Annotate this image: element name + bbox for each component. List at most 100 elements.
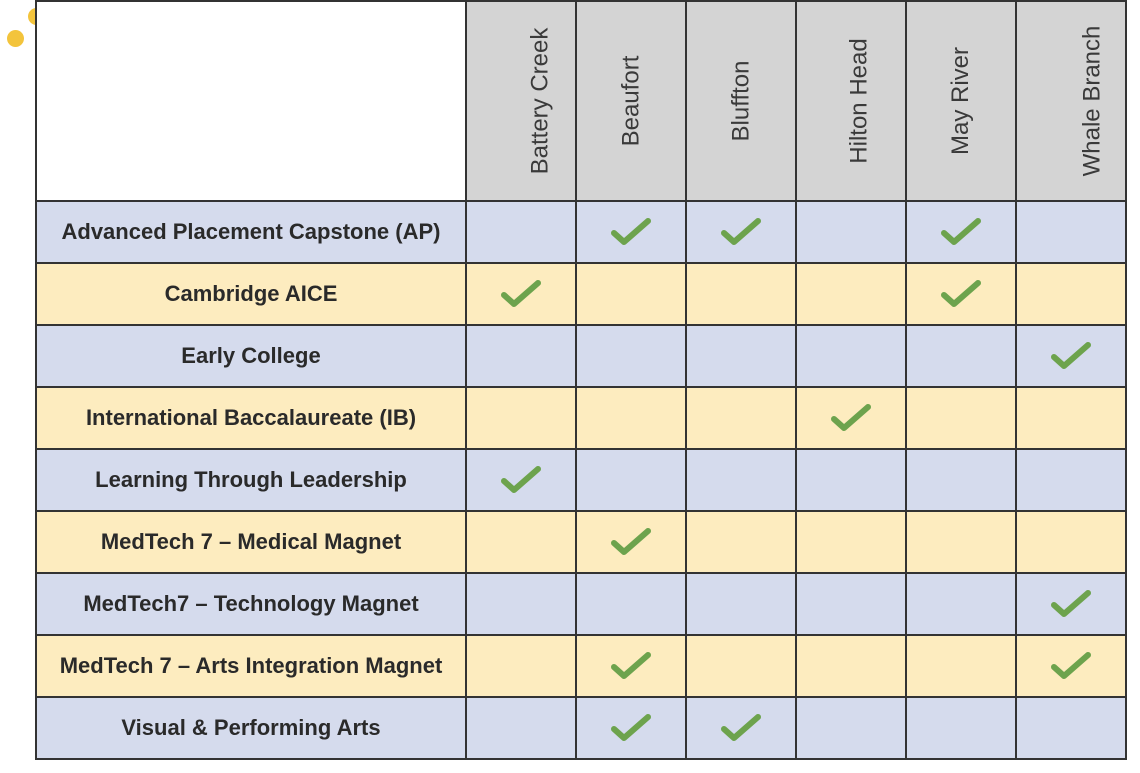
dot	[7, 30, 24, 47]
check-icon	[687, 713, 795, 743]
check-icon	[797, 403, 905, 433]
availability-cell	[1016, 325, 1126, 387]
availability-cell	[796, 263, 906, 325]
availability-cell	[686, 573, 796, 635]
table-row: Visual & Performing Arts	[36, 697, 1126, 759]
table-row: MedTech 7 – Medical Magnet	[36, 511, 1126, 573]
check-icon	[467, 279, 575, 309]
availability-cell	[686, 697, 796, 759]
availability-cell	[796, 697, 906, 759]
table-header-row: Battery Creek Beaufort Bluffton Hilton Head…	[36, 1, 1126, 201]
table-row: Early College	[36, 325, 1126, 387]
availability-cell	[906, 573, 1016, 635]
availability-cell	[466, 449, 576, 511]
availability-cell	[576, 573, 686, 635]
check-icon	[907, 217, 1015, 247]
availability-cell	[796, 325, 906, 387]
check-icon	[907, 279, 1015, 309]
check-icon	[687, 217, 795, 247]
check-icon	[577, 651, 685, 681]
availability-cell	[906, 697, 1016, 759]
availability-cell	[466, 263, 576, 325]
column-header-label: Bluffton	[727, 61, 755, 142]
availability-cell	[576, 697, 686, 759]
availability-cell	[576, 201, 686, 263]
availability-cell	[796, 387, 906, 449]
availability-cell	[686, 263, 796, 325]
availability-cell	[796, 449, 906, 511]
table-corner-blank	[36, 1, 466, 201]
availability-cell	[906, 635, 1016, 697]
availability-cell	[686, 635, 796, 697]
column-header-label: May River	[947, 47, 975, 155]
availability-cell	[466, 697, 576, 759]
availability-cell	[796, 573, 906, 635]
check-icon	[1017, 589, 1125, 619]
check-icon	[577, 527, 685, 557]
row-label: Learning Through Leadership	[36, 449, 466, 511]
availability-cell	[906, 511, 1016, 573]
availability-cell	[576, 387, 686, 449]
availability-cell	[576, 449, 686, 511]
row-label: MedTech 7 – Arts Integration Magnet	[36, 635, 466, 697]
row-label: MedTech 7 – Medical Magnet	[36, 511, 466, 573]
availability-cell	[796, 201, 906, 263]
check-icon	[467, 465, 575, 495]
availability-cell	[1016, 201, 1126, 263]
availability-cell	[906, 325, 1016, 387]
table-row: Cambridge AICE	[36, 263, 1126, 325]
availability-cell	[1016, 697, 1126, 759]
table-row: MedTech 7 – Arts Integration Magnet	[36, 635, 1126, 697]
row-label: Advanced Placement Capstone (AP)	[36, 201, 466, 263]
availability-cell	[466, 635, 576, 697]
availability-cell	[576, 263, 686, 325]
column-header: Bluffton	[686, 1, 796, 201]
availability-cell	[906, 449, 1016, 511]
availability-cell	[906, 201, 1016, 263]
availability-cell	[1016, 635, 1126, 697]
check-icon	[577, 217, 685, 247]
row-label: Visual & Performing Arts	[36, 697, 466, 759]
availability-cell	[906, 387, 1016, 449]
check-icon	[1017, 651, 1125, 681]
column-header-label: Whale Branch	[1078, 26, 1106, 177]
table-body: Advanced Placement Capstone (AP)Cambridg…	[36, 201, 1126, 759]
row-label: International Baccalaureate (IB)	[36, 387, 466, 449]
column-header: Battery Creek	[466, 1, 576, 201]
table-row: Learning Through Leadership	[36, 449, 1126, 511]
column-header-label: Hilton Head	[846, 38, 874, 163]
availability-cell	[576, 511, 686, 573]
table-row: International Baccalaureate (IB)	[36, 387, 1126, 449]
row-label: MedTech7 – Technology Magnet	[36, 573, 466, 635]
availability-cell	[1016, 387, 1126, 449]
availability-cell	[1016, 511, 1126, 573]
table-row: MedTech7 – Technology Magnet	[36, 573, 1126, 635]
column-header: May River	[906, 1, 1016, 201]
availability-cell	[466, 573, 576, 635]
availability-cell	[1016, 449, 1126, 511]
availability-cell	[576, 325, 686, 387]
availability-cell	[686, 387, 796, 449]
availability-cell	[796, 635, 906, 697]
availability-cell	[466, 325, 576, 387]
availability-cell	[1016, 263, 1126, 325]
row-label: Early College	[36, 325, 466, 387]
table-row: Advanced Placement Capstone (AP)	[36, 201, 1126, 263]
program-availability-table: Battery Creek Beaufort Bluffton Hilton Head…	[35, 0, 1127, 760]
availability-cell	[796, 511, 906, 573]
availability-cell	[466, 387, 576, 449]
availability-cell	[466, 201, 576, 263]
availability-cell	[686, 449, 796, 511]
column-header: Hilton Head	[796, 1, 906, 201]
column-header-label: Beaufort	[617, 56, 645, 147]
availability-cell	[576, 635, 686, 697]
availability-cell	[686, 325, 796, 387]
column-header: Whale Branch	[1016, 1, 1126, 201]
row-label: Cambridge AICE	[36, 263, 466, 325]
column-header: Beaufort	[576, 1, 686, 201]
check-icon	[577, 713, 685, 743]
availability-cell	[1016, 573, 1126, 635]
column-header-label: Battery Creek	[526, 28, 554, 175]
check-icon	[1017, 341, 1125, 371]
availability-cell	[906, 263, 1016, 325]
